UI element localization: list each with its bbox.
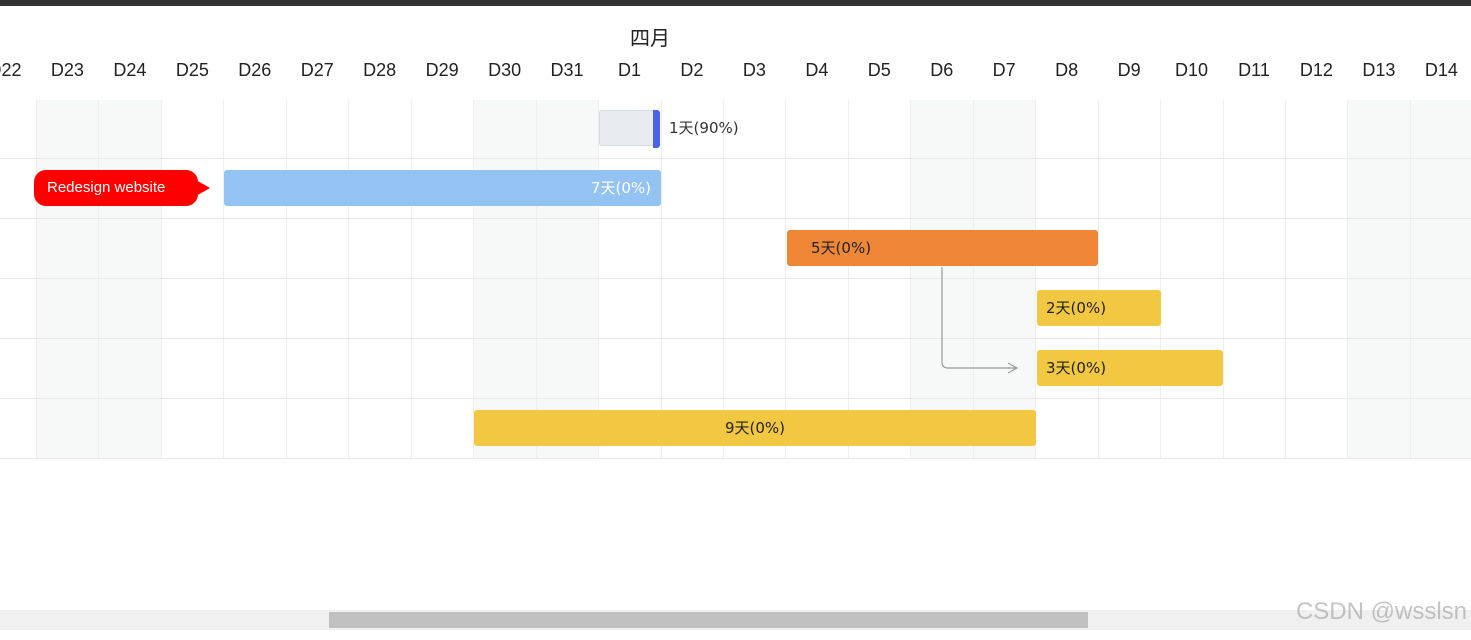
task-bar-2[interactable]: 7天(0%)	[224, 170, 661, 206]
day-label: D6	[930, 60, 954, 80]
grid-column-line	[411, 100, 412, 458]
task-bar-6-label: 9天(0%)	[724, 419, 786, 437]
day-label: D30	[488, 60, 522, 80]
grid-row-line	[0, 338, 1471, 339]
task-bar-2-label: 7天(0%)	[590, 179, 651, 197]
task-bar-3-label: 5天(0%)	[811, 239, 872, 257]
grid-column-line	[348, 100, 349, 458]
day-label: D12	[1299, 60, 1333, 80]
grid-column-line	[536, 100, 537, 458]
task-bar-3[interactable]: 5天(0%)	[787, 230, 1098, 266]
grid-column-line	[1098, 100, 1099, 458]
progress-handle[interactable]	[653, 110, 660, 148]
day-label: D14	[1424, 60, 1458, 80]
grid-row-line	[0, 218, 1471, 219]
day-label: D4	[805, 60, 829, 80]
day-label: D3	[742, 60, 766, 80]
grid-row-line	[0, 398, 1471, 399]
grid-column-line	[785, 100, 786, 458]
grid-column-line	[723, 100, 724, 458]
task-bar-5[interactable]: 3天(0%)	[1037, 350, 1223, 386]
grid-row-line	[0, 458, 1471, 459]
day-label: D25	[175, 60, 209, 80]
grid-column-line	[473, 100, 474, 458]
grid-column-line	[36, 100, 37, 458]
task-bar-5-label: 3天(0%)	[1046, 359, 1107, 377]
day-label: D31	[550, 60, 584, 80]
day-label: D7	[992, 60, 1016, 80]
task-bar-4[interactable]: 2天(0%)	[1037, 290, 1161, 326]
day-label: D29	[425, 60, 459, 80]
day-label: D13	[1362, 60, 1396, 80]
grid-column-line	[1285, 100, 1286, 458]
grid-column-line	[161, 100, 162, 458]
watermark: CSDN @wsslsn	[1295, 598, 1467, 625]
task-bar-4-label: 2天(0%)	[1046, 299, 1107, 317]
grid-row-line	[0, 278, 1471, 279]
grid-column-line	[848, 100, 849, 458]
day-label: D23	[50, 60, 84, 80]
day-label: D10	[1175, 60, 1209, 80]
day-label: D24	[113, 60, 147, 80]
day-label: D8	[1055, 60, 1079, 80]
day-label: D26	[238, 60, 272, 80]
day-label: D9	[1117, 60, 1141, 80]
grid-column-line	[1223, 100, 1224, 458]
day-label: D5	[867, 60, 891, 80]
window-top-bar	[0, 0, 1471, 6]
task-bar-1[interactable]	[599, 110, 660, 148]
grid-column-line	[223, 100, 224, 458]
task-bar-6[interactable]: 9天(0%)	[474, 410, 1036, 446]
grid-column-line	[1347, 100, 1348, 458]
scrollbar-thumb[interactable]	[329, 612, 1088, 628]
day-label: D1	[617, 60, 641, 80]
day-label: D2	[680, 60, 704, 80]
task-tooltip: Redesign website	[34, 170, 198, 206]
day-label: D27	[300, 60, 334, 80]
day-label: D28	[363, 60, 397, 80]
grid-column-line	[661, 100, 662, 458]
grid-row-line	[0, 158, 1471, 159]
grid-column-line	[1410, 100, 1411, 458]
grid-column-line	[1160, 100, 1161, 458]
grid-column-line	[286, 100, 287, 458]
task-bar-1-label: 1天(90%)	[669, 119, 739, 137]
grid-column-line	[973, 100, 974, 458]
grid-column-line	[98, 100, 99, 458]
grid-column-line	[1035, 100, 1036, 458]
month-header: 四月	[630, 26, 670, 50]
grid-column-line	[910, 100, 911, 458]
tooltip-arrow	[196, 180, 210, 196]
day-label: D22	[0, 60, 22, 80]
grid-column-line	[598, 100, 599, 458]
day-label: D11	[1238, 60, 1270, 80]
